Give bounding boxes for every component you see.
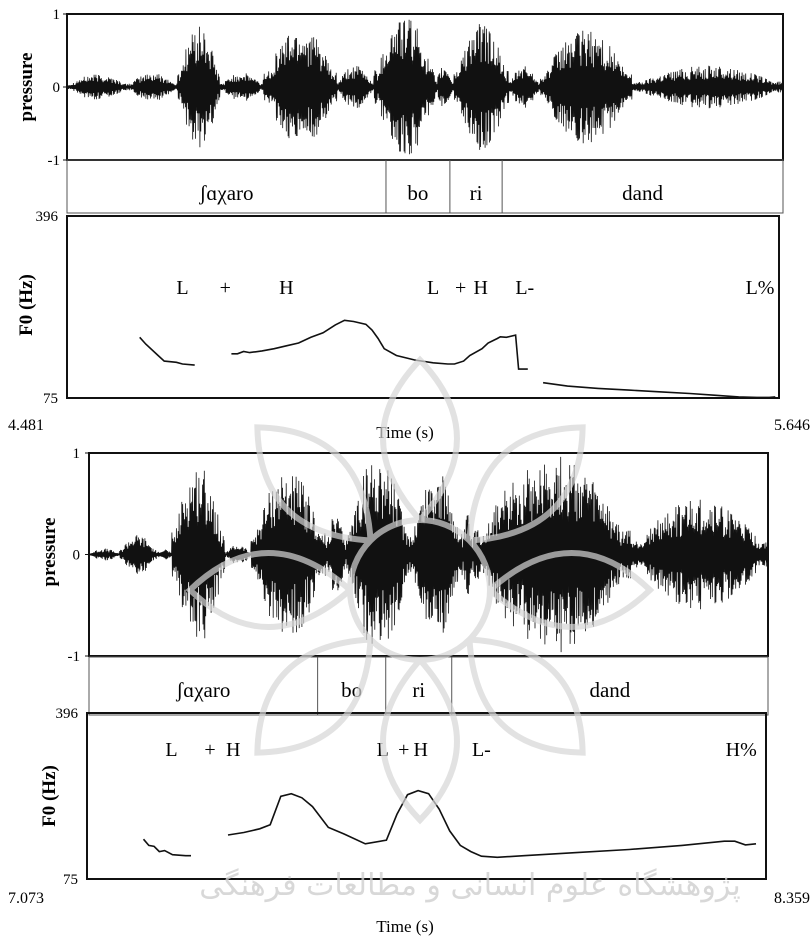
tone-annotation: L [176, 277, 188, 299]
waveform-panel: 1 0 -1 pressure [39, 446, 769, 665]
waveform-panel: 1 0 -1 pressure [16, 7, 784, 169]
x-tick-label-end: 5.646 [774, 417, 810, 434]
segment-label: dand [622, 181, 663, 205]
waveform-y-tick-label: 1 [53, 7, 61, 23]
f0-contour-2 [231, 319, 528, 370]
waveform-y-tick-label: 1 [73, 446, 81, 462]
x-tick-label-start: 7.073 [8, 890, 44, 907]
f0-contour-3 [542, 381, 776, 399]
x-axis-label: Time (s) [376, 917, 433, 936]
pitch-y-axis-label: F0 (Hz) [39, 765, 60, 827]
pitch-panel: 396 75 F0 (Hz) L + H L + H L- L% [16, 209, 780, 407]
tone-annotation: L [377, 739, 389, 761]
tone-annotation: H [279, 277, 293, 299]
pitch-y-axis-label: F0 (Hz) [16, 274, 37, 336]
segment-tier: ʃɑχaro bo ri dand [66, 159, 784, 214]
tone-annotation: L [165, 739, 177, 761]
tone-annotation: + [204, 739, 215, 761]
x-tick-label-end: 8.359 [774, 890, 810, 907]
tone-annotation: H [474, 277, 488, 299]
segment-label: ri [470, 181, 483, 205]
segment-label: ʃɑχaro [175, 678, 230, 702]
tone-annotation: + [220, 277, 231, 299]
waveform-trace [67, 19, 783, 155]
tone-annotation: H [413, 739, 427, 761]
tone-annotation: + [455, 277, 466, 299]
tone-annotation: L- [515, 277, 534, 299]
tone-annotation: L% [746, 277, 775, 299]
f0-contour-2 [227, 789, 757, 859]
pitch-frame [86, 712, 767, 880]
segment-tier-frame [66, 159, 784, 214]
waveform-y-tick-label: 0 [53, 80, 61, 96]
x-axis-label: Time (s) [376, 423, 433, 442]
segment-tier: ʃɑχaro bo ri dand [88, 656, 769, 716]
segment-label: bo [407, 181, 428, 205]
waveform-y-axis-label: pressure [39, 518, 60, 587]
segment-label: dand [589, 678, 630, 702]
waveform-y-tick-label: -1 [68, 649, 81, 665]
tone-annotation: + [398, 739, 409, 761]
pitch-y-tick-label: 75 [63, 872, 78, 888]
waveform-trace [89, 456, 768, 653]
pitch-y-tick-label: 75 [43, 391, 58, 407]
time-axis: 4.481 5.646 Time (s) [8, 417, 810, 442]
x-tick-label-start: 4.481 [8, 417, 44, 434]
panel-2: 1 0 -1 pressure ʃɑχaro bo ri dand 396 75 F0 (Hz) L +… [8, 446, 810, 936]
tone-annotation: H% [726, 739, 757, 761]
waveform-y-tick-label: 0 [73, 548, 81, 564]
segment-label: ʃɑχaro [198, 181, 253, 205]
segment-label: ri [412, 678, 425, 702]
waveform-y-tick-label: -1 [48, 153, 61, 169]
pitch-y-tick-label: 396 [56, 706, 79, 722]
time-axis: 7.073 8.359 Time (s) [8, 890, 810, 936]
segment-label: bo [341, 678, 362, 702]
pitch-frame [66, 215, 780, 399]
f0-contour-1 [142, 838, 191, 857]
f0-contour-1 [139, 336, 195, 366]
tone-annotation: L [427, 277, 439, 299]
panel-1: 1 0 -1 pressure ʃɑχaro bo ri dand 396 75 F0 (Hz) L +… [8, 7, 810, 442]
tone-annotation: L- [472, 739, 491, 761]
waveform-y-axis-label: pressure [16, 53, 37, 122]
tone-annotation: H [226, 739, 240, 761]
pitch-y-tick-label: 396 [36, 209, 59, 225]
